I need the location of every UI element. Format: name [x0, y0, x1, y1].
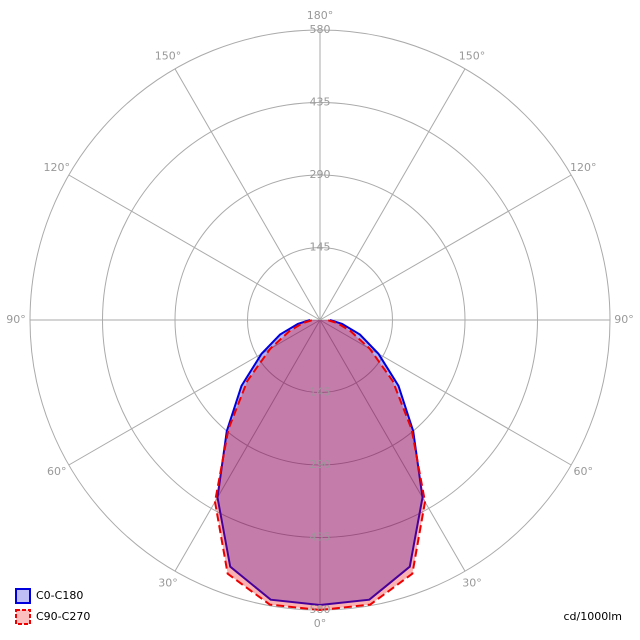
angle-label: 60°	[574, 465, 594, 478]
angle-label: 150°	[459, 50, 486, 63]
unit-label: cd/1000lm	[563, 610, 622, 623]
angle-label: 30°	[462, 576, 482, 589]
legend-swatch	[15, 588, 31, 604]
series-line	[319, 319, 424, 606]
r-tick-label: 580	[310, 603, 331, 616]
angle-label: 180°	[307, 9, 334, 22]
grid-spoke	[174, 319, 321, 572]
r-tick-label: 145	[310, 386, 331, 399]
grid-spoke	[319, 319, 572, 466]
angle-label: 0°	[314, 617, 327, 630]
r-tick-label: 580	[310, 23, 331, 36]
angle-label: 90°	[614, 313, 634, 326]
grid-spoke	[319, 174, 572, 321]
grid-spoke	[319, 319, 466, 572]
series-area	[320, 320, 425, 610]
legend-label: C90-C270	[36, 610, 90, 623]
series-line	[216, 319, 321, 606]
series-area	[215, 320, 320, 610]
angle-label: 30°	[158, 576, 178, 589]
series-line	[213, 319, 321, 611]
legend-label: C0-C180	[36, 589, 83, 602]
angle-label: 150°	[155, 50, 182, 63]
angle-label: 120°	[43, 161, 70, 174]
angle-label: 90°	[6, 313, 26, 326]
grid-spoke	[319, 68, 466, 321]
grid-spoke	[68, 174, 321, 321]
r-tick-label: 290	[310, 458, 331, 471]
grid-spoke	[174, 68, 321, 321]
angle-label: 60°	[47, 465, 67, 478]
grid-spoke	[68, 319, 321, 466]
angle-label: 120°	[570, 161, 597, 174]
r-tick-label: 290	[310, 168, 331, 181]
r-tick-label: 145	[310, 241, 331, 254]
series-line	[319, 319, 427, 611]
r-tick-label: 435	[310, 531, 331, 544]
r-tick-label: 435	[310, 96, 331, 109]
legend-swatch	[15, 609, 31, 625]
